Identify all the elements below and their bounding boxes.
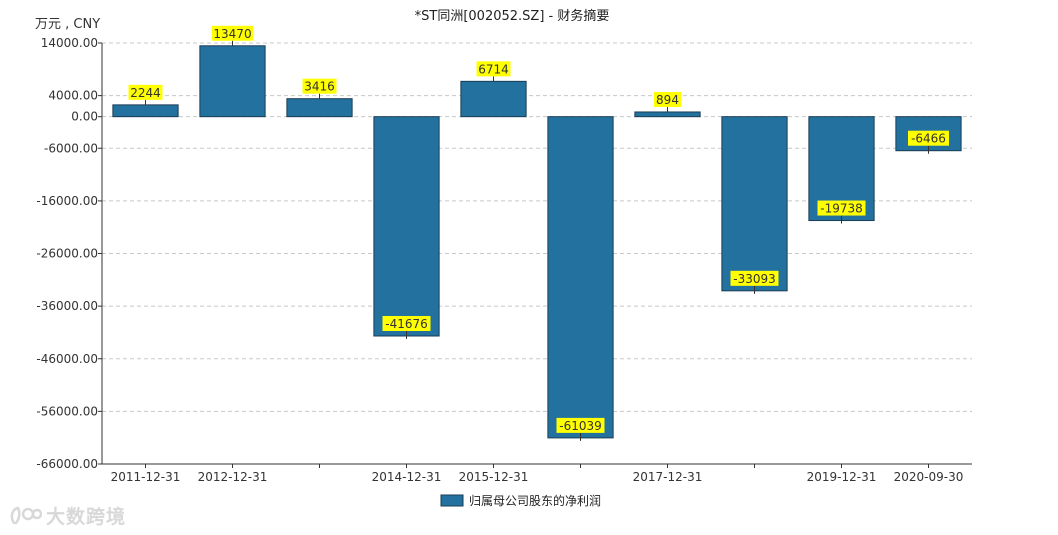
x-axis-ticks: 2011-12-31 2012-12-31 2014-12-31 2015-12-31… — [111, 464, 964, 484]
y-tick-label: -56000.00 — [36, 404, 98, 418]
y-tick-label: 4000.00 — [48, 89, 98, 103]
x-tick-label: 2019-12-31 — [807, 470, 877, 484]
data-label: 6714 — [478, 62, 509, 76]
chart-title: *ST同洲[002052.SZ] - 财务摘要 — [415, 8, 610, 24]
y-tick-label: -66000.00 — [36, 457, 98, 471]
data-label-background — [556, 417, 605, 433]
data-label-background — [382, 315, 431, 331]
y-axis-unit-label: 万元 , CNY — [35, 17, 100, 32]
data-label: 2244 — [130, 86, 161, 100]
x-tick-label: 2015-12-31 — [459, 470, 529, 484]
data-label-background — [730, 270, 779, 286]
data-label-background — [654, 91, 681, 107]
data-label: 13470 — [213, 27, 251, 41]
y-axis-ticks: 14000.00 4000.00 0.00 -6000.00 -16000.00 -260… — [36, 36, 102, 471]
y-tick-label: -46000.00 — [36, 352, 98, 366]
y-tick-label: -16000.00 — [36, 194, 98, 208]
bar — [547, 116, 614, 439]
data-label-background — [908, 130, 949, 146]
bar — [199, 45, 266, 118]
data-label-background — [476, 61, 511, 77]
data-label-background — [302, 78, 337, 94]
data-label: 894 — [656, 93, 679, 107]
data-label: -6466 — [911, 132, 946, 146]
data-labels: 2244 13470 3416 -41676 6714 -61039 894 -33093 -1… — [128, 25, 949, 441]
y-tick-label: -36000.00 — [36, 299, 98, 313]
legend-swatch — [440, 494, 464, 507]
watermark: 大数跨境 — [8, 502, 126, 529]
data-label: 3416 — [304, 80, 335, 94]
legend: 归属母公司股东的净利润 — [440, 493, 601, 508]
x-tick-label: 2014-12-31 — [372, 470, 442, 484]
data-label: -41676 — [385, 317, 428, 331]
bar — [634, 111, 701, 118]
bar — [112, 104, 179, 118]
y-tick-label: -6000.00 — [44, 141, 98, 155]
bar — [373, 116, 440, 337]
y-tick-label: 0.00 — [71, 110, 98, 124]
x-tick-label: 2017-12-31 — [633, 470, 703, 484]
y-tick-label: -26000.00 — [36, 247, 98, 261]
data-label-background — [128, 84, 163, 100]
bars — [112, 45, 962, 439]
x-tick-label: 2012-12-31 — [198, 470, 268, 484]
bar — [721, 116, 788, 292]
bar — [286, 98, 353, 118]
x-tick-label: 2011-12-31 — [111, 470, 181, 484]
brand-logo-icon — [10, 506, 42, 524]
y-tick-label: 14000.00 — [41, 36, 98, 50]
data-label: -19738 — [820, 202, 863, 216]
data-label: -33093 — [733, 272, 776, 286]
data-label: -61039 — [559, 419, 602, 433]
legend-series-label: 归属母公司股东的净利润 — [469, 493, 601, 508]
bar — [460, 80, 527, 118]
data-label-background — [817, 200, 866, 216]
x-tick-label: 2020-09-30 — [894, 470, 964, 484]
watermark-text: 大数跨境 — [46, 506, 127, 528]
data-label-background — [212, 25, 253, 41]
